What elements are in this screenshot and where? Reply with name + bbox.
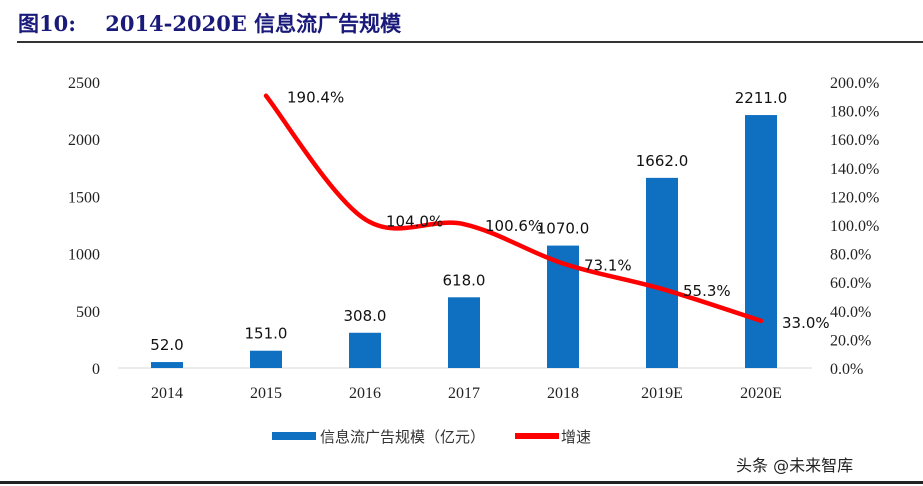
- x-axis-tick: 2017: [448, 385, 480, 402]
- legend-label-line: 增速: [561, 428, 591, 446]
- right-axis-tick: 160.0%: [830, 132, 879, 149]
- legend-label-bar: 信息流广告规模（亿元）: [320, 428, 485, 446]
- right-axis-tick: 100.0%: [830, 218, 879, 235]
- bar-data-label: 1070.0: [537, 220, 590, 238]
- left-axis-tick: 500: [76, 304, 100, 321]
- right-axis-tick: 200.0%: [830, 75, 879, 92]
- watermark: 头条 @未来智库: [736, 456, 854, 475]
- x-axis-tick: 2018: [547, 385, 579, 402]
- x-axis-tick: 2019E: [641, 385, 683, 402]
- legend-swatch-bar: [272, 432, 316, 440]
- left-axis-tick: 2000: [68, 132, 100, 149]
- growth-line: [263, 93, 764, 324]
- left-axis-tick: 1500: [68, 189, 100, 206]
- bar: [151, 362, 183, 368]
- bar-data-label: 2211.0: [735, 89, 788, 107]
- right-axis-tick: 0.0%: [830, 361, 863, 378]
- left-axis-tick: 2500: [68, 75, 100, 92]
- right-axis-tick: 120.0%: [830, 189, 879, 206]
- bar-data-label: 308.0: [344, 307, 387, 325]
- right-axis-tick: 80.0%: [830, 247, 871, 264]
- line-data-label: 190.4%: [287, 89, 344, 107]
- figure-title: 图10: 2014-2020E 信息流广告规模: [18, 11, 402, 36]
- bar-data-label: 151.0: [245, 325, 288, 343]
- bar-data-label: 52.0: [150, 336, 183, 354]
- right-axis-tick: 180.0%: [830, 104, 879, 121]
- legend-swatch-line: [515, 433, 559, 439]
- left-axis-tick: 1000: [68, 247, 100, 264]
- right-axis-tick: 20.0%: [830, 332, 871, 349]
- x-axis-tick: 2015: [250, 385, 282, 402]
- bar: [745, 115, 777, 368]
- bar: [349, 332, 381, 368]
- bottom-divider: [0, 481, 923, 484]
- line-data-label: 104.0%: [386, 212, 443, 230]
- left-axis-tick: 0: [92, 361, 100, 378]
- bar-data-label: 1662.0: [636, 152, 689, 170]
- line-data-label: 100.6%: [485, 217, 542, 235]
- right-axis-tick: 60.0%: [830, 275, 871, 292]
- right-axis-tick: 40.0%: [830, 304, 871, 321]
- line-data-label: 73.1%: [584, 256, 632, 274]
- title-divider: [17, 41, 923, 43]
- x-axis-tick: 2014: [151, 385, 183, 402]
- line-data-label: 33.0%: [782, 314, 830, 332]
- line-data-label: 55.3%: [683, 282, 731, 300]
- bar: [250, 350, 282, 368]
- x-axis-tick: 2016: [349, 385, 381, 402]
- right-axis-tick: 140.0%: [830, 161, 879, 178]
- x-axis-tick: 2020E: [740, 385, 782, 402]
- bar: [646, 177, 678, 368]
- bar: [448, 297, 480, 368]
- bar-data-label: 618.0: [443, 271, 486, 289]
